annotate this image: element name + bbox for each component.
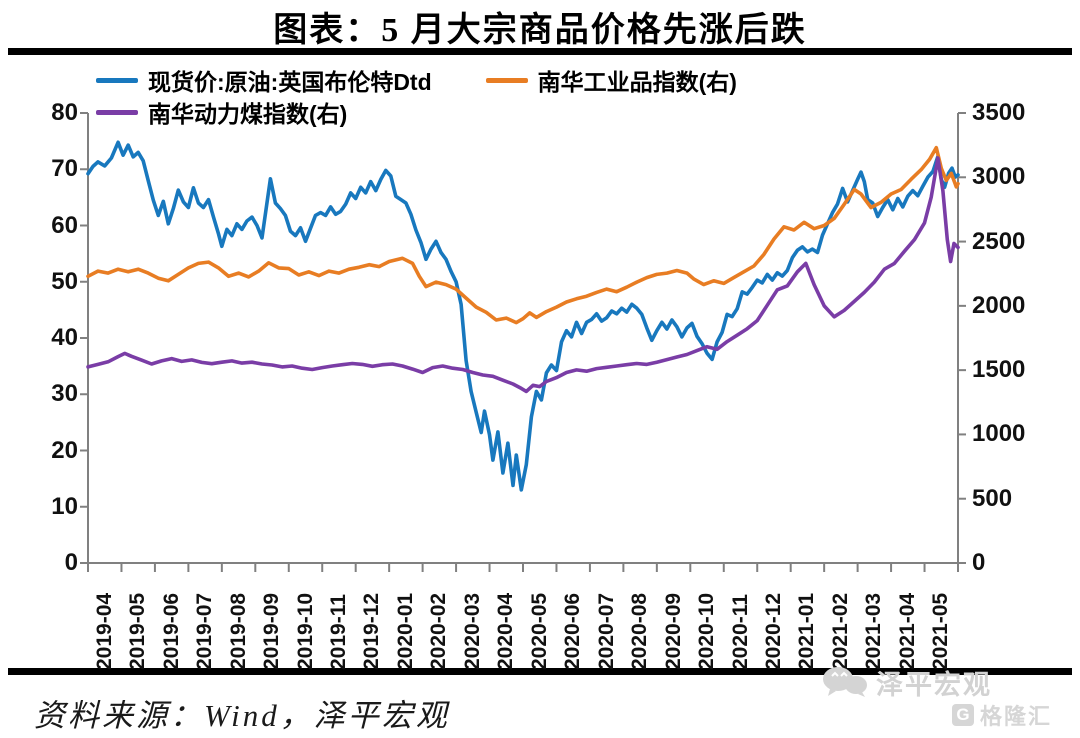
legend-label-industrial: 南华工业品指数(右): [537, 69, 737, 95]
legend-item-brent: 现货价:原油:英国布伦特Dtd: [96, 63, 432, 97]
watermark: 泽平宏观 G 格隆汇: [822, 664, 1052, 730]
x-axis-tick-label: 2019-10: [293, 592, 317, 670]
left-axis-tick-label: 30: [51, 380, 78, 408]
watermark-wechat-row: 泽平宏观: [822, 664, 1052, 700]
right-axis-tick-label: 3000: [972, 163, 1026, 191]
x-axis-tick-label: 2020-01: [393, 592, 417, 670]
legend-item-coal: 南华动力煤指数(右): [96, 95, 347, 129]
x-axis-tick-label: 2019-05: [126, 592, 150, 670]
x-axis-tick-label: 2019-07: [193, 592, 217, 670]
x-axis-tick-label: 2020-05: [527, 592, 551, 670]
left-axis-tick-label: 70: [51, 155, 78, 183]
left-axis-tick-label: 10: [51, 492, 78, 520]
right-axis-tick-label: 1500: [972, 356, 1026, 384]
x-axis-tick-label: 2020-11: [728, 594, 752, 670]
left-axis-tick-label: 0: [64, 549, 78, 576]
left-axis-tick-label: 80: [51, 99, 78, 126]
x-axis-tick-label: 2020-12: [761, 592, 785, 670]
left-axis-tick-label: 60: [51, 211, 78, 239]
x-axis-tick-label: 2019-06: [159, 592, 183, 670]
left-axis-tick-label: 50: [51, 267, 78, 295]
top-divider: [8, 48, 1072, 55]
left-axis-tick-label: 20: [51, 436, 78, 464]
x-axis-tick-label: 2021-03: [862, 592, 886, 670]
right-axis-tick-label: 2500: [972, 227, 1026, 255]
x-axis-tick-label: 2019-08: [226, 592, 250, 670]
watermark-logo-text: 格隆汇: [979, 704, 1052, 729]
x-axis-tick-label: 2019-11: [326, 594, 350, 670]
x-axis-tick-label: 2019-04: [92, 592, 116, 670]
source-note: 资料来源：Wind，泽平宏观: [34, 698, 450, 733]
series-line-brent: [86, 140, 960, 492]
left-axis-tick-label: 40: [51, 324, 78, 351]
x-axis-tick-label: 2020-08: [628, 592, 652, 670]
x-axis-tick-label: 2020-04: [494, 592, 518, 670]
x-axis-tick-label: 2020-02: [427, 592, 451, 670]
coal-line-swatch-icon: [96, 109, 138, 115]
right-axis-tick-label: 2000: [972, 291, 1026, 319]
watermark-account-name: 泽平宏观: [876, 669, 992, 700]
x-axis-tick-label: 2020-09: [661, 592, 685, 670]
plot-area: [80, 112, 966, 572]
x-axis-tick-label: 2021-05: [929, 592, 953, 670]
brent-line-swatch-icon: [96, 77, 138, 83]
bottom-divider: [8, 668, 1072, 675]
right-axis-tick-label: 500: [972, 484, 1013, 512]
x-axis-tick-label: 2020-03: [460, 592, 484, 670]
legend-row-1: 现货价:原油:英国布伦特Dtd 南华工业品指数(右): [96, 64, 996, 96]
legend-item-industrial: 南华工业品指数(右): [485, 63, 737, 97]
wechat-icon: [823, 667, 867, 697]
x-axis-tick-label: 2021-02: [828, 592, 852, 670]
legend-label-coal: 南华动力煤指数(右): [148, 101, 348, 127]
right-axis-tick-label: 1000: [972, 420, 1026, 448]
right-axis-tick-label: 0: [972, 549, 986, 576]
x-axis-tick-label: 2020-06: [561, 592, 585, 670]
legend-label-brent: 现货价:原油:英国布伦特Dtd: [148, 69, 432, 95]
x-axis-tick-label: 2020-07: [594, 592, 618, 670]
gelonghui-logo-icon: G: [951, 704, 974, 726]
right-axis-tick-label: 3500: [972, 99, 1026, 126]
x-axis-tick-label: 2019-09: [260, 592, 284, 670]
x-axis-tick-label: 2021-04: [895, 592, 919, 670]
watermark-logo-row: G 格隆汇: [822, 700, 1052, 730]
series-line-coal: [86, 156, 960, 394]
legend-row-2: 南华动力煤指数(右): [96, 96, 996, 128]
industrial-line-swatch-icon: [485, 77, 528, 83]
legend: 现货价:原油:英国布伦特Dtd 南华工业品指数(右) 南华动力煤指数(右): [96, 64, 996, 128]
x-axis-tick-label: 2019-12: [360, 592, 384, 670]
series-line-industrial: [86, 145, 960, 325]
x-axis-tick-label: 2020-10: [695, 592, 719, 670]
chart-title: 图表：5 月大宗商品价格先涨后跌: [273, 12, 807, 49]
x-axis-tick-label: 2021-01: [795, 592, 819, 670]
